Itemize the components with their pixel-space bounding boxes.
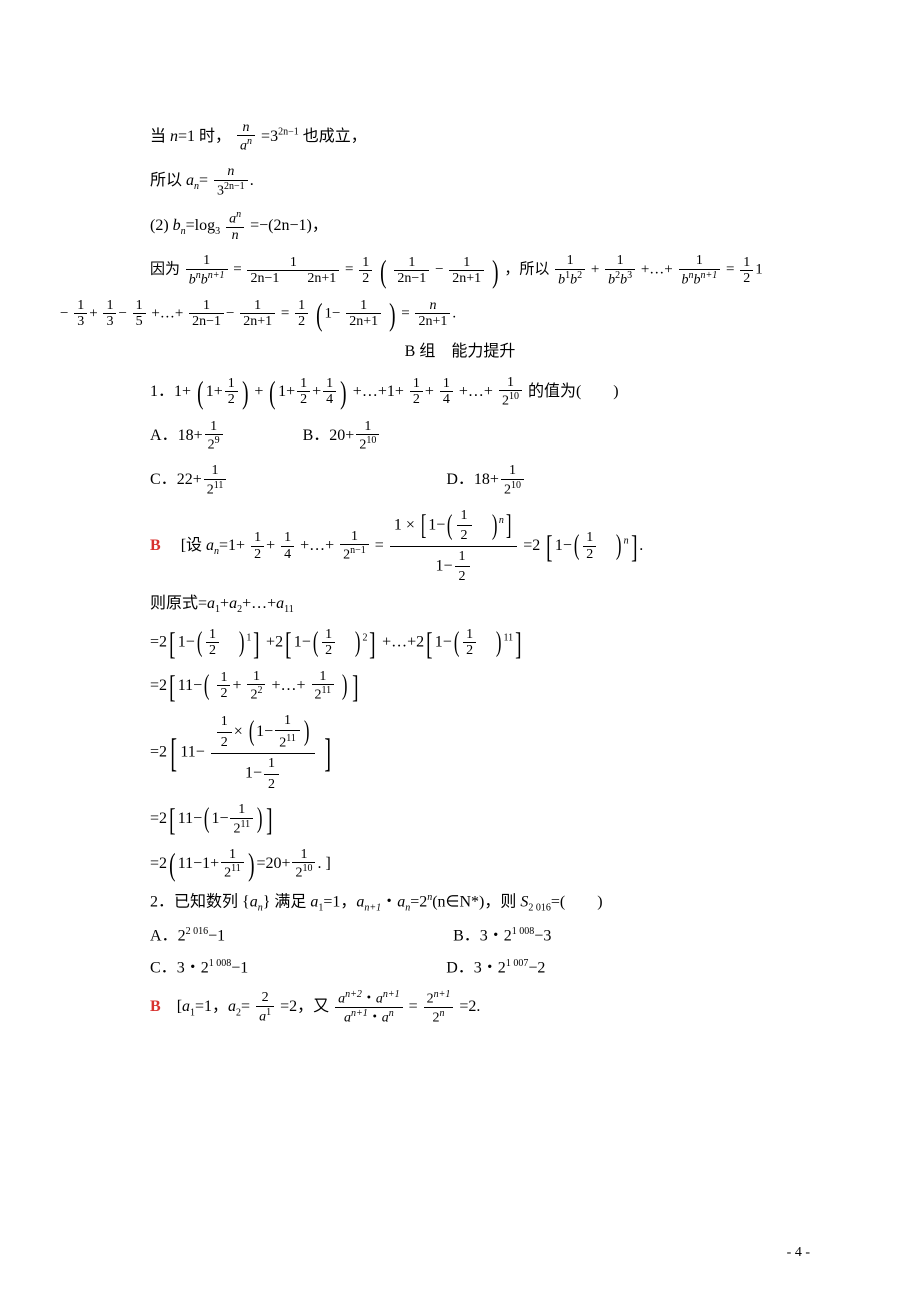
- q2-options-row2: C．3・21 008−1 D．3・21 007−2: [110, 957, 810, 979]
- q2-sol: B [a1=1，a2= 2a1 =2，又 an+2・an+1an+1・an = …: [110, 989, 810, 1026]
- q1-options-row1: A．18+129 B．20+1210: [110, 419, 810, 453]
- q1-sol-line1: B [设 an=1+ 12+ 14 +…+ 12n−1 = 1 × [1−(12…: [110, 508, 810, 585]
- pre-line-1: 当 n=1 时， nan =32n−1 也成立，: [110, 120, 810, 154]
- text: 当: [150, 128, 170, 145]
- q1-sol-line2: 则原式=a1+a2+…+a11: [110, 594, 810, 616]
- section-b-title: B 组 能力提升: [110, 342, 810, 363]
- pre-line-3: (2) bn=log3 ann =−(2n−1)，: [110, 209, 810, 243]
- page-number: - 4 -: [787, 1244, 810, 1262]
- q1-sol-line7: =2(11−1+1211)=20+1210. ]: [110, 847, 810, 881]
- pre-line-4: 因为 1bnbn+1 = 12n−1 2n+1 = 12 ( 12n−1 − 1…: [110, 253, 810, 287]
- q1-stem: 1．1+ (1+12) + (1+12+14) +…+1+ 12+ 14 +…+…: [110, 375, 810, 409]
- q1-options-row2: C．22+1211 D．18+1210: [110, 463, 810, 497]
- q2-stem: 2．已知数列 {an} 满足 a1=1，an+1・an=2n(n∈N*)，则 S…: [110, 891, 810, 915]
- q1-sol-line4: =2[11−( 12+ 122 +…+ 1211 )]: [110, 669, 810, 703]
- q1-sol-line3: =2[1−(12 )1] +2[1−(12 )2] +…+2[1−(12 )11…: [110, 627, 810, 659]
- pre-line-5: − 13+ 13− 15 +…+ 12n−1− 12n+1 = 12 (1− 1…: [60, 298, 810, 330]
- page-content: 当 n=1 时， nan =32n−1 也成立， 所以 an= n32n−1. …: [0, 0, 920, 1302]
- q1-sol-line5: =2[11− 12× (1−1211) 1−12 ]: [110, 713, 810, 792]
- q2-options-row1: A．22 016−1 B．3・21 008−3: [110, 925, 810, 947]
- pre-line-2: 所以 an= n32n−1.: [110, 164, 810, 198]
- q1-sol-line6: =2[11−(1−1211)]: [110, 802, 810, 836]
